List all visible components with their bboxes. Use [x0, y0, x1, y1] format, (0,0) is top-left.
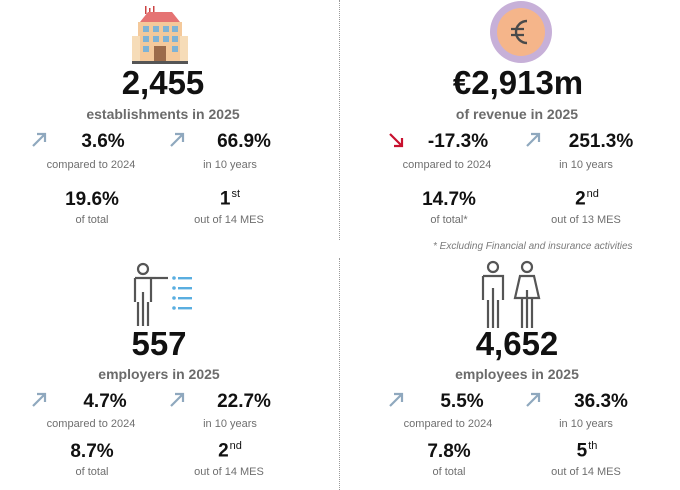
employees-share: 7.8% [427, 441, 471, 462]
establishments-change-10y: 66.9% [217, 131, 271, 152]
revenue-change-10y-caption: in 10 years [559, 159, 613, 171]
employers-change-10y: 22.7% [217, 391, 271, 412]
arrow-up-right-icon [526, 392, 541, 407]
revenue-change-10y: 251.3% [568, 131, 634, 152]
employees-change-prev: 5.5% [440, 391, 484, 412]
arrow-down-right-icon [389, 133, 404, 148]
establishments-label: establishments in 2025 [86, 106, 240, 122]
people-icon [481, 260, 541, 328]
employers-change-prev-caption: compared to 2024 [46, 418, 136, 430]
euro-coin-icon [490, 1, 552, 63]
establishments-change-prev: 3.6% [81, 131, 125, 152]
establishments-share: 19.6% [65, 189, 119, 210]
employees-label: employees in 2025 [455, 366, 579, 382]
revenue-share-caption: of total* [430, 214, 468, 226]
arrow-up-right-icon [389, 392, 404, 407]
employees-share-caption: of total [432, 466, 466, 478]
building-icon [132, 6, 188, 64]
employees-rank-caption: out of 14 MES [551, 466, 621, 478]
establishments-rank-caption: out of 14 MES [194, 214, 264, 226]
arrow-up-right-icon [170, 132, 185, 147]
employees-value: 4,652 [475, 325, 559, 362]
arrow-up-right-icon [170, 392, 185, 407]
employers-change-10y-caption: in 10 years [203, 418, 257, 430]
revenue-share: 14.7% [422, 189, 476, 210]
employees-change-10y: 36.3% [574, 391, 628, 412]
vertical-divider-bottom [339, 258, 340, 490]
establishments-change-10y-caption: in 10 years [203, 159, 257, 171]
establishments-share-caption: of total [75, 214, 109, 226]
establishments-value: 2,455 [121, 64, 205, 101]
arrow-up-right-icon [526, 132, 541, 147]
revenue-rank-caption: out of 13 MES [551, 214, 621, 226]
employers-share: 8.7% [70, 441, 114, 462]
employers-change-prev: 4.7% [83, 391, 127, 412]
employees-rank: 5th [576, 440, 598, 462]
employers-share-caption: of total [75, 466, 109, 478]
employers-value: 557 [131, 325, 187, 362]
establishments-change-prev-caption: compared to 2024 [46, 159, 136, 171]
employers-label: employers in 2025 [98, 366, 220, 382]
arrow-up-right-icon [32, 132, 47, 147]
revenue-change-prev-caption: compared to 2024 [402, 159, 492, 171]
establishments-rank: 1st [219, 188, 241, 210]
employees-change-prev-caption: compared to 2024 [403, 418, 493, 430]
revenue-rank: 2nd [575, 188, 599, 210]
employees-change-10y-caption: in 10 years [559, 418, 613, 430]
vertical-divider-top [339, 0, 340, 240]
revenue-value: €2,913m [452, 64, 584, 101]
employers-rank: 2nd [218, 440, 242, 462]
arrow-up-right-icon [32, 392, 47, 407]
presenter-icon [133, 262, 192, 326]
revenue-label: of revenue in 2025 [455, 106, 579, 122]
revenue-change-prev: -17.3% [427, 131, 489, 152]
employers-rank-caption: out of 14 MES [194, 466, 264, 478]
revenue-footnote: * Excluding Financial and insurance acti… [433, 241, 633, 252]
